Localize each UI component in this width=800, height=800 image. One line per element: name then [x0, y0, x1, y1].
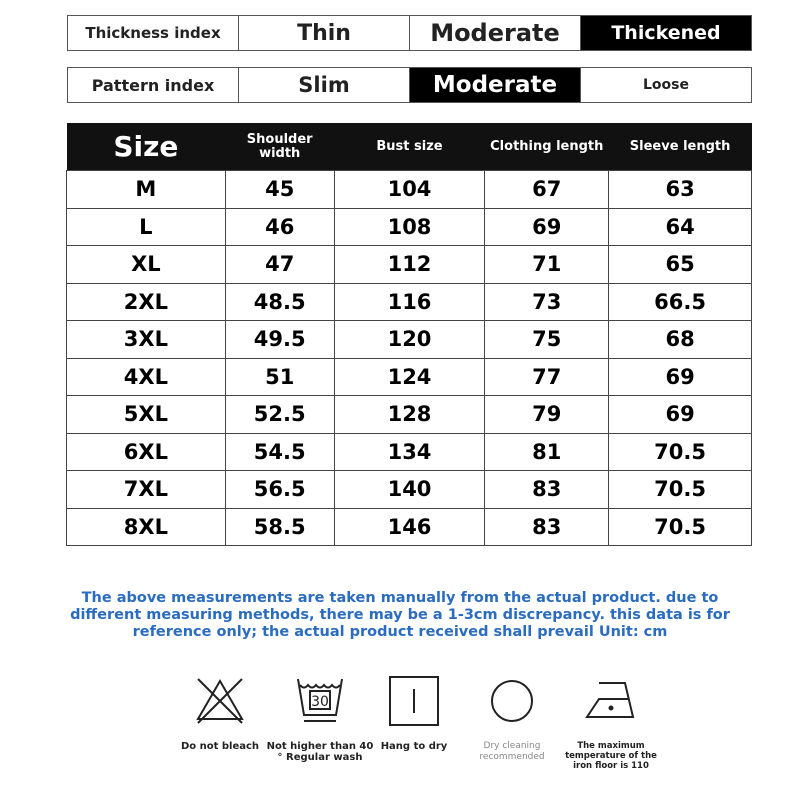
table-cell: 81 [484, 432, 610, 471]
table-cell: 83 [484, 507, 610, 546]
care-label: Dry cleaning recommended [479, 741, 545, 762]
thickness-thickened: Thickened [580, 16, 751, 50]
care-label: Not higher than 40 ° Regular wash [266, 741, 374, 763]
table-row: L 46 108 69 64 [66, 207, 752, 246]
table-cell: L [66, 207, 226, 246]
dry-clean-icon [491, 680, 533, 722]
care-label: Hang to dry [380, 741, 448, 752]
table-cell: 116 [333, 282, 486, 321]
care-wash: 30 Not higher than 40 ° Regular wash [265, 675, 375, 763]
table-cell: 5XL [66, 395, 226, 434]
iron-low-icon [585, 682, 635, 718]
table-row: 6XL 54.5 134 81 70.5 [66, 432, 752, 471]
table-cell: 79 [484, 395, 610, 434]
table-cell: 77 [484, 357, 610, 396]
svg-text:30: 30 [311, 694, 329, 710]
wash-30-icon: 30 [297, 678, 343, 722]
pattern-slim: Slim [238, 68, 409, 102]
table-row: 4XL 51 124 77 69 [66, 357, 752, 396]
table-cell: 124 [333, 357, 486, 396]
table-cell: 83 [484, 470, 610, 509]
table-row: 7XL 56.5 140 83 70.5 [66, 470, 752, 509]
column-header: Bust size [334, 123, 485, 171]
table-cell: 128 [333, 395, 486, 434]
table-cell: 63 [608, 170, 752, 209]
table-cell: 3XL [66, 320, 226, 359]
table-cell: 46 [224, 207, 335, 246]
measurement-note: The above measurements are taken manuall… [70, 590, 730, 640]
table-cell: 8XL [66, 507, 226, 546]
table-cell: 69 [608, 395, 752, 434]
size-table: Size Shoulder width Bust size Clothing leng… [66, 123, 752, 546]
table-cell: 70.5 [608, 470, 752, 509]
thickness-moderate: Moderate [409, 16, 580, 50]
table-cell: 49.5 [224, 320, 335, 359]
table-cell: 47 [224, 245, 335, 284]
column-header: Shoulder width [225, 123, 335, 171]
table-cell: 146 [333, 507, 486, 546]
table-cell: 58.5 [224, 507, 335, 546]
pattern-index: Pattern index Slim Moderate Loose [67, 67, 752, 103]
column-header: Sleeve length [608, 123, 752, 171]
table-cell: M [66, 170, 226, 209]
table-cell: 120 [333, 320, 486, 359]
table-row: 8XL 58.5 146 83 70.5 [66, 507, 752, 546]
table-cell: 112 [333, 245, 486, 284]
table-cell: 70.5 [608, 432, 752, 471]
table-cell: 71 [484, 245, 610, 284]
table-row: 5XL 52.5 128 79 69 [66, 395, 752, 434]
table-cell: 56.5 [224, 470, 335, 509]
care-hang-dry: Hang to dry [359, 675, 469, 752]
care-dry-clean: Dry cleaning recommended [457, 675, 567, 763]
table-cell: 140 [333, 470, 486, 509]
pattern-moderate: Moderate [409, 68, 580, 102]
hang-dry-icon [389, 676, 439, 726]
table-cell: 48.5 [224, 282, 335, 321]
no-bleach-icon [196, 678, 244, 724]
table-row: XL 47 112 71 65 [66, 245, 752, 284]
table-cell: 70.5 [608, 507, 752, 546]
pattern-loose: Loose [580, 68, 751, 102]
table-cell: 134 [333, 432, 486, 471]
table-cell: XL [66, 245, 226, 284]
table-cell: 54.5 [224, 432, 335, 471]
table-cell: 69 [484, 207, 610, 246]
column-header: Size [66, 123, 226, 171]
thickness-index: Thickness index Thin Moderate Thickened [67, 15, 752, 51]
pattern-label: Pattern index [91, 75, 215, 95]
table-cell: 4XL [66, 357, 226, 396]
table-cell: 7XL [66, 470, 226, 509]
table-row: 2XL 48.5 116 73 66.5 [66, 282, 752, 321]
table-cell: 108 [333, 207, 486, 246]
table-cell: 2XL [66, 282, 226, 321]
table-cell: 68 [608, 320, 752, 359]
column-header: Clothing length [484, 123, 609, 171]
table-cell: 104 [333, 170, 486, 209]
table-cell: 75 [484, 320, 610, 359]
table-cell: 65 [608, 245, 752, 284]
care-label: Do not bleach [180, 741, 260, 752]
table-cell: 73 [484, 282, 610, 321]
table-row: 3XL 49.5 120 75 68 [66, 320, 752, 359]
care-no-bleach: Do not bleach [165, 675, 275, 752]
table-cell: 66.5 [608, 282, 752, 321]
table-row: M 45 104 67 63 [66, 170, 752, 209]
table-cell: 67 [484, 170, 610, 209]
table-cell: 64 [608, 207, 752, 246]
care-iron: The maximum temperature of the iron floo… [556, 675, 666, 771]
thickness-label: Thickness index [85, 24, 221, 42]
table-cell: 69 [608, 357, 752, 396]
care-label: The maximum temperature of the iron floo… [565, 741, 657, 771]
table-cell: 6XL [66, 432, 226, 471]
table-cell: 45 [224, 170, 335, 209]
table-cell: 51 [224, 357, 335, 396]
thickness-thin: Thin [238, 16, 409, 50]
table-cell: 52.5 [224, 395, 335, 434]
